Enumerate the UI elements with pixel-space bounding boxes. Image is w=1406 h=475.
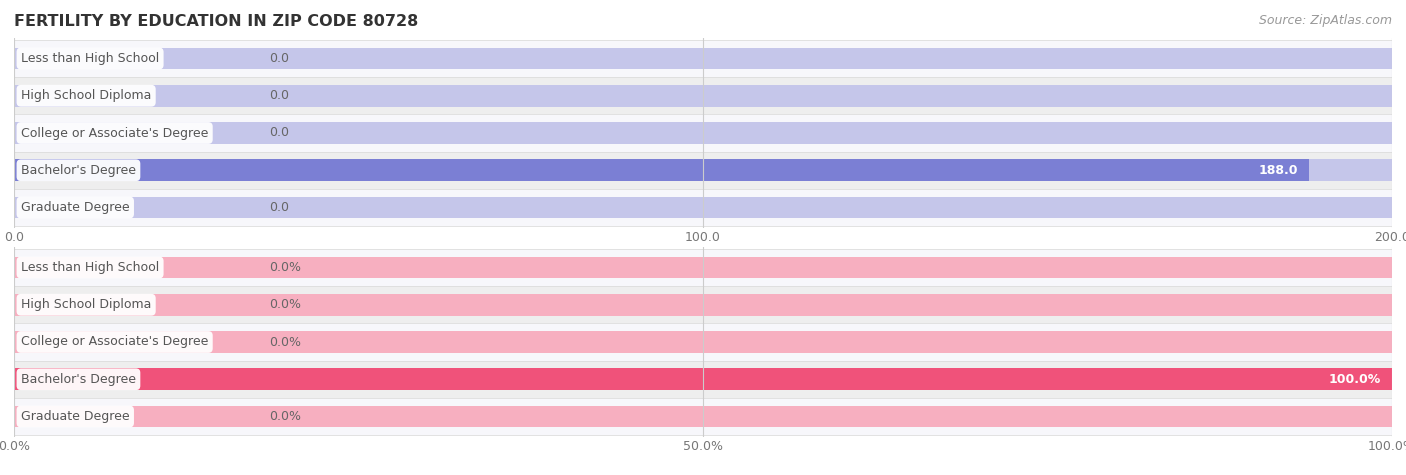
Bar: [14, 40, 1392, 77]
Text: Source: ZipAtlas.com: Source: ZipAtlas.com: [1258, 14, 1392, 27]
Bar: [14, 122, 1392, 144]
Text: Bachelor's Degree: Bachelor's Degree: [21, 164, 136, 177]
Text: Graduate Degree: Graduate Degree: [21, 410, 129, 423]
Text: 0.0%: 0.0%: [269, 261, 301, 274]
Text: 0.0: 0.0: [269, 52, 290, 65]
Text: High School Diploma: High School Diploma: [21, 89, 152, 102]
Bar: [14, 361, 1392, 398]
Text: FERTILITY BY EDUCATION IN ZIP CODE 80728: FERTILITY BY EDUCATION IN ZIP CODE 80728: [14, 14, 419, 29]
Bar: [14, 77, 1392, 114]
Text: 0.0: 0.0: [269, 201, 290, 214]
Bar: [14, 85, 1392, 106]
Text: 0.0: 0.0: [269, 126, 290, 140]
Text: Graduate Degree: Graduate Degree: [21, 201, 129, 214]
Text: Less than High School: Less than High School: [21, 261, 159, 274]
Bar: [14, 323, 1392, 361]
Text: College or Associate's Degree: College or Associate's Degree: [21, 335, 208, 349]
Bar: [14, 294, 1392, 315]
Bar: [14, 256, 1392, 278]
Bar: [14, 160, 1309, 181]
Text: High School Diploma: High School Diploma: [21, 298, 152, 311]
Bar: [14, 406, 1392, 428]
Bar: [14, 398, 1392, 435]
Bar: [14, 189, 1392, 226]
Text: 0.0%: 0.0%: [269, 335, 301, 349]
Text: 188.0: 188.0: [1258, 164, 1298, 177]
Text: Bachelor's Degree: Bachelor's Degree: [21, 373, 136, 386]
Text: College or Associate's Degree: College or Associate's Degree: [21, 126, 208, 140]
Bar: [14, 369, 1392, 390]
Bar: [14, 249, 1392, 286]
Text: Less than High School: Less than High School: [21, 52, 159, 65]
Text: 0.0%: 0.0%: [269, 410, 301, 423]
Bar: [14, 286, 1392, 323]
Bar: [14, 369, 1392, 390]
Bar: [14, 197, 1392, 218]
Text: 100.0%: 100.0%: [1329, 373, 1381, 386]
Text: 0.0%: 0.0%: [269, 298, 301, 311]
Bar: [14, 160, 1392, 181]
Bar: [14, 331, 1392, 353]
Bar: [14, 152, 1392, 189]
Bar: [14, 48, 1392, 69]
Text: 0.0: 0.0: [269, 89, 290, 102]
Bar: [14, 114, 1392, 152]
